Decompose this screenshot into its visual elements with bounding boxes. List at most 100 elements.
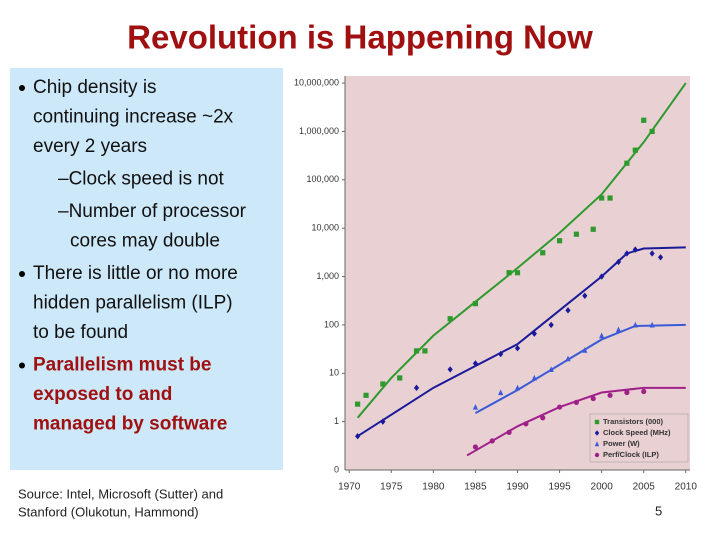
point: [498, 350, 504, 358]
bullet-text: continuing increase ~2x: [33, 107, 234, 128]
point: [447, 366, 453, 373]
point: [582, 292, 588, 299]
point: [590, 226, 596, 232]
bullet-text: –Number of processor: [58, 201, 247, 222]
point: [632, 321, 638, 328]
x-tick-label: 2005: [633, 482, 656, 493]
point: [514, 384, 521, 391]
bullet-text: cores may double: [70, 231, 220, 252]
x-tick-label: 1970: [338, 482, 361, 493]
page-number: 5: [655, 503, 662, 518]
x-tick-label: 2010: [675, 482, 698, 493]
y-tick-label: 100: [324, 319, 339, 329]
trend-line: [474, 323, 686, 414]
source-text: Stanford (Olukotun, Hammond): [18, 504, 199, 519]
point: [447, 316, 453, 322]
point: [556, 404, 563, 410]
point: [607, 195, 613, 201]
bullet-panel: [10, 68, 283, 470]
point: [422, 348, 428, 354]
bullet-dot: [19, 271, 25, 277]
point: [565, 355, 571, 362]
point: [624, 250, 630, 257]
y-tick-label: 10,000: [311, 223, 339, 233]
point: [615, 258, 622, 266]
trend-line: [357, 246, 686, 438]
point: [397, 375, 403, 381]
y-tick-label: 100,000: [306, 174, 339, 184]
point: [380, 418, 386, 425]
bullet-text: to be found: [33, 322, 128, 343]
point: [624, 389, 630, 396]
point: [355, 432, 361, 440]
point: [641, 388, 647, 395]
bullet-text: hidden parallelism (ILP): [33, 293, 233, 314]
point: [489, 438, 495, 444]
point: [548, 366, 554, 373]
point: [632, 147, 638, 153]
legend-marker: [594, 430, 600, 436]
point: [590, 395, 596, 402]
x-tick-label: 2000: [591, 482, 614, 493]
legend-label: Power (W): [603, 439, 640, 448]
x-tick-label: 1985: [464, 482, 487, 493]
trend-line: [356, 82, 687, 419]
point: [641, 117, 647, 123]
point: [380, 381, 386, 387]
bullet-text: –Clock speed is not: [58, 169, 225, 190]
bullet-text: managed by software: [33, 414, 227, 435]
y-tick-label: 10,000,000: [294, 77, 339, 87]
source-text: Source: Intel, Microsoft (Sutter) and: [18, 486, 223, 501]
point: [540, 415, 546, 421]
point: [472, 403, 479, 410]
point: [363, 392, 369, 398]
point: [506, 429, 512, 435]
point: [355, 401, 361, 407]
legend-label: Clock Speed (MHz): [603, 428, 671, 437]
point: [649, 250, 655, 257]
bullet-text: exposed to and: [33, 384, 172, 405]
point: [523, 421, 529, 427]
bullet-dot: [19, 85, 25, 91]
point: [599, 273, 605, 280]
bullet-text: There is little or no more: [33, 263, 238, 284]
point: [472, 444, 479, 450]
x-tick-label: 1995: [548, 482, 571, 493]
point: [615, 326, 622, 333]
legend-box: [589, 413, 689, 463]
legend-marker: [594, 441, 600, 447]
point: [506, 270, 512, 276]
point: [472, 301, 479, 307]
point: [657, 254, 664, 261]
legend-label: Perf/Clock (ILP): [603, 450, 659, 459]
bullet-text: Chip density is: [33, 77, 157, 98]
point: [649, 321, 655, 328]
point: [548, 321, 554, 329]
point: [599, 195, 605, 201]
point: [565, 307, 571, 314]
point: [624, 160, 630, 166]
point: [607, 392, 613, 398]
point: [498, 389, 504, 396]
y-tick-label: 1,000: [316, 271, 339, 281]
y-tick-label: 1: [334, 416, 339, 426]
point: [531, 374, 537, 381]
point: [632, 246, 638, 253]
point: [582, 347, 588, 353]
point: [573, 399, 580, 405]
point: [573, 231, 580, 237]
point: [556, 238, 563, 244]
legend-marker: [594, 419, 600, 425]
point: [514, 270, 521, 276]
bullet-text: every 2 years: [33, 136, 147, 157]
point: [514, 344, 521, 352]
x-tick-label: 1980: [422, 482, 445, 493]
legend-label: Transistors (000): [603, 417, 664, 426]
y-tick-label: 1,000,000: [299, 126, 339, 136]
point: [413, 384, 420, 392]
point: [540, 250, 546, 256]
x-tick-label: 1975: [380, 482, 403, 493]
point: [413, 348, 420, 354]
